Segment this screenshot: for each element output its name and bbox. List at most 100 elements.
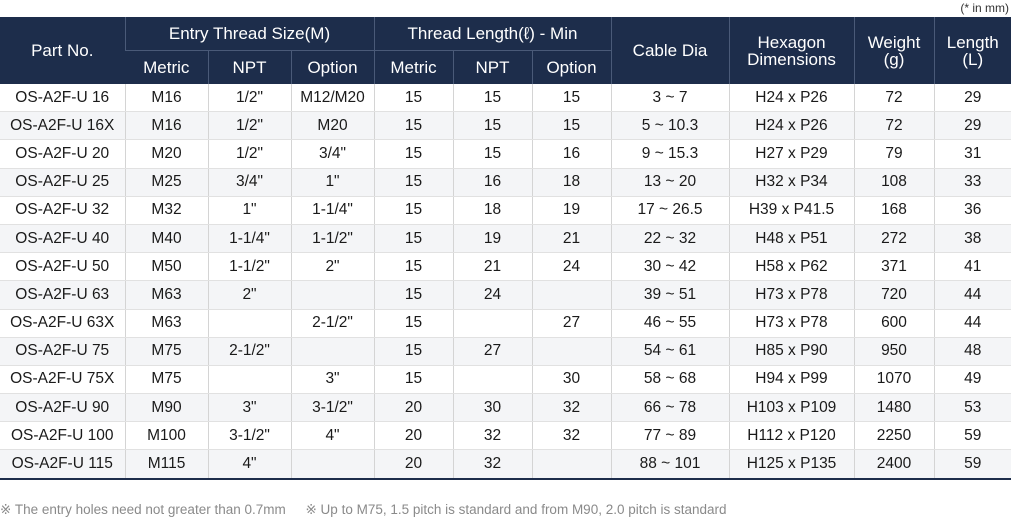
subheader-length-metric: Metric xyxy=(373,50,453,84)
cell-entry-metric: M63 xyxy=(124,280,208,310)
cell-length-metric: 15 xyxy=(373,309,453,338)
subheader-length-npt: NPT xyxy=(452,50,532,84)
table-row: OS-A2F-U 100 M100 3-1/2" 4" 20 32 32 77 ~ 89 H11… xyxy=(0,421,1011,451)
header-length: Length (L) xyxy=(933,17,1011,84)
cell-cable-dia: 17 ~ 26.5 xyxy=(610,196,729,225)
cell-entry-npt: 1/2" xyxy=(207,84,291,113)
cell-entry-npt: 1/2" xyxy=(207,139,291,169)
cell-length-npt: 21 xyxy=(452,252,532,282)
cell-length-option: 32 xyxy=(531,421,611,451)
cell-hexagon: H73 x P78 xyxy=(728,280,854,310)
cell-entry-option: 3-1/2" xyxy=(290,393,374,423)
footnote-pitch: ※ Up to M75, 1.5 pitch is standard and f… xyxy=(305,502,727,517)
footnote-entry-holes: ※ The entry holes need not greater than … xyxy=(0,502,286,517)
cell-hexagon: H103 x P109 xyxy=(728,393,854,423)
cell-entry-npt: 3/4" xyxy=(207,168,291,197)
cell-hexagon: H125 x P135 xyxy=(728,449,854,480)
cell-length: 29 xyxy=(933,111,1011,141)
cell-part-no: OS-A2F-U 75 xyxy=(0,337,125,366)
cell-entry-option: 3/4" xyxy=(290,139,374,169)
cell-weight: 371 xyxy=(853,252,934,282)
cell-cable-dia: 3 ~ 7 xyxy=(610,84,729,113)
cell-entry-option: 4" xyxy=(290,421,374,451)
cell-entry-option xyxy=(290,280,374,310)
cell-length: 33 xyxy=(933,168,1011,197)
cell-hexagon: H73 x P78 xyxy=(728,309,854,338)
subheader-entry-npt: NPT xyxy=(207,50,291,84)
cell-part-no: OS-A2F-U 16X xyxy=(0,111,125,141)
cell-entry-npt: 1-1/2" xyxy=(207,252,291,282)
cell-weight: 950 xyxy=(853,337,934,366)
cell-hexagon: H94 x P99 xyxy=(728,365,854,395)
cell-weight: 720 xyxy=(853,280,934,310)
cell-part-no: OS-A2F-U 20 xyxy=(0,139,125,169)
cell-length-npt: 18 xyxy=(452,196,532,225)
unit-note: (* in mm) xyxy=(960,1,1009,15)
cell-length: 59 xyxy=(933,449,1011,480)
cell-weight: 272 xyxy=(853,224,934,254)
cell-cable-dia: 30 ~ 42 xyxy=(610,252,729,282)
cell-entry-npt: 1-1/4" xyxy=(207,224,291,254)
cell-length-option: 24 xyxy=(531,252,611,282)
cell-weight: 72 xyxy=(853,84,934,113)
cell-entry-npt: 3" xyxy=(207,393,291,423)
table-body: OS-A2F-U 16 M16 1/2" M12/M20 15 15 15 3 ~ 7 H24 … xyxy=(0,84,1011,480)
cell-length-metric: 15 xyxy=(373,84,453,113)
cell-entry-npt: 2-1/2" xyxy=(207,337,291,366)
table-row: OS-A2F-U 63 M63 2" 15 24 39 ~ 51 H73 x P78 720 4… xyxy=(0,280,1011,310)
cell-entry-option: 1-1/4" xyxy=(290,196,374,225)
cell-entry-npt: 1/2" xyxy=(207,111,291,141)
cell-length-npt: 19 xyxy=(452,224,532,254)
cell-weight: 168 xyxy=(853,196,934,225)
cell-entry-metric: M16 xyxy=(124,84,208,113)
cell-length: 36 xyxy=(933,196,1011,225)
cell-part-no: OS-A2F-U 25 xyxy=(0,168,125,197)
header-weight-line1: Weight xyxy=(867,32,921,52)
cell-weight: 2250 xyxy=(853,421,934,451)
cell-hexagon: H39 x P41.5 xyxy=(728,196,854,225)
cell-length-option: 21 xyxy=(531,224,611,254)
cell-part-no: OS-A2F-U 63X xyxy=(0,309,125,338)
cell-length-metric: 15 xyxy=(373,224,453,254)
cell-length-metric: 15 xyxy=(373,365,453,395)
cell-length: 53 xyxy=(933,393,1011,423)
cell-cable-dia: 9 ~ 15.3 xyxy=(610,139,729,169)
cell-part-no: OS-A2F-U 90 xyxy=(0,393,125,423)
cell-entry-npt: 2" xyxy=(207,280,291,310)
cell-weight: 1070 xyxy=(853,365,934,395)
cell-part-no: OS-A2F-U 63 xyxy=(0,280,125,310)
cell-part-no: OS-A2F-U 75X xyxy=(0,365,125,395)
cell-hexagon: H32 x P34 xyxy=(728,168,854,197)
table-header: Part No. Entry Thread Size(M) Thread Len… xyxy=(0,17,1011,84)
header-weight-line2: (g) xyxy=(883,49,905,69)
cell-part-no: OS-A2F-U 40 xyxy=(0,224,125,254)
cell-cable-dia: 77 ~ 89 xyxy=(610,421,729,451)
cell-length-npt: 15 xyxy=(452,84,532,113)
header-weight: Weight (g) xyxy=(853,17,934,84)
cell-length: 59 xyxy=(933,421,1011,451)
spec-table: Part No. Entry Thread Size(M) Thread Len… xyxy=(0,17,1011,480)
cell-length-npt xyxy=(452,365,532,395)
cell-cable-dia: 5 ~ 10.3 xyxy=(610,111,729,141)
cell-length-option: 18 xyxy=(531,168,611,197)
cell-weight: 72 xyxy=(853,111,934,141)
table-row: OS-A2F-U 75 M75 2-1/2" 15 27 54 ~ 61 H85 x P90… xyxy=(0,337,1011,366)
cell-entry-metric: M90 xyxy=(124,393,208,423)
cell-length: 44 xyxy=(933,280,1011,310)
cell-length-option: 30 xyxy=(531,365,611,395)
header-length-line1: Length xyxy=(946,32,999,52)
table-row: OS-A2F-U 115 M115 4" 20 32 88 ~ 101 H125 x P13… xyxy=(0,449,1011,480)
cell-entry-metric: M75 xyxy=(124,365,208,395)
cell-cable-dia: 58 ~ 68 xyxy=(610,365,729,395)
cell-entry-npt xyxy=(207,365,291,395)
table-row: OS-A2F-U 25 M25 3/4" 1" 15 16 18 13 ~ 20 H32 x P… xyxy=(0,168,1011,197)
cell-length: 44 xyxy=(933,309,1011,338)
header-cable-dia: Cable Dia xyxy=(610,17,729,84)
table-row: OS-A2F-U 40 M40 1-1/4" 1-1/2" 15 19 21 22 ~ 32 H… xyxy=(0,224,1011,254)
table-row: OS-A2F-U 75X M75 3" 15 30 58 ~ 68 H94 x P99 107… xyxy=(0,365,1011,395)
cell-cable-dia: 13 ~ 20 xyxy=(610,168,729,197)
subheader-entry-option: Option xyxy=(290,50,374,84)
cell-part-no: OS-A2F-U 115 xyxy=(0,449,125,480)
table-row: OS-A2F-U 16 M16 1/2" M12/M20 15 15 15 3 ~ 7 H24 … xyxy=(0,84,1011,113)
cell-entry-option: 3" xyxy=(290,365,374,395)
